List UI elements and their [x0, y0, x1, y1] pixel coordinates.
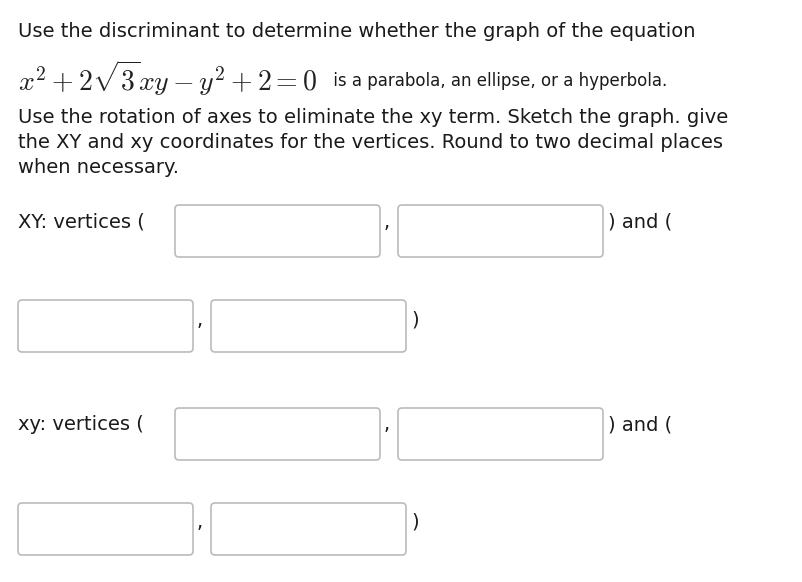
FancyBboxPatch shape [175, 408, 379, 460]
Text: ,: , [196, 311, 203, 329]
Text: ) and (: ) and ( [607, 416, 671, 435]
Text: ,: , [196, 513, 203, 531]
Text: XY: vertices (: XY: vertices ( [18, 212, 144, 232]
Text: ) and (: ) and ( [607, 212, 671, 232]
FancyBboxPatch shape [211, 503, 406, 555]
FancyBboxPatch shape [18, 300, 192, 352]
FancyBboxPatch shape [398, 205, 602, 257]
Text: ): ) [411, 513, 418, 531]
FancyBboxPatch shape [18, 503, 192, 555]
Text: xy: vertices (: xy: vertices ( [18, 416, 144, 435]
Text: when necessary.: when necessary. [18, 158, 179, 177]
FancyBboxPatch shape [175, 205, 379, 257]
Text: ,: , [383, 212, 390, 232]
Text: $x^2 + 2\sqrt{3}xy - y^2 + 2 = 0$: $x^2 + 2\sqrt{3}xy - y^2 + 2 = 0$ [18, 58, 317, 98]
Text: is a parabola, an ellipse, or a hyperbola.: is a parabola, an ellipse, or a hyperbol… [327, 72, 666, 90]
FancyBboxPatch shape [211, 300, 406, 352]
Text: ,: , [383, 416, 390, 435]
Text: the XY and xy coordinates for the vertices. Round to two decimal places: the XY and xy coordinates for the vertic… [18, 133, 722, 152]
Text: Use the rotation of axes to eliminate the xy term. Sketch the graph. give: Use the rotation of axes to eliminate th… [18, 108, 727, 127]
Text: Use the discriminant to determine whether the graph of the equation: Use the discriminant to determine whethe… [18, 22, 695, 41]
FancyBboxPatch shape [398, 408, 602, 460]
Text: ): ) [411, 311, 418, 329]
